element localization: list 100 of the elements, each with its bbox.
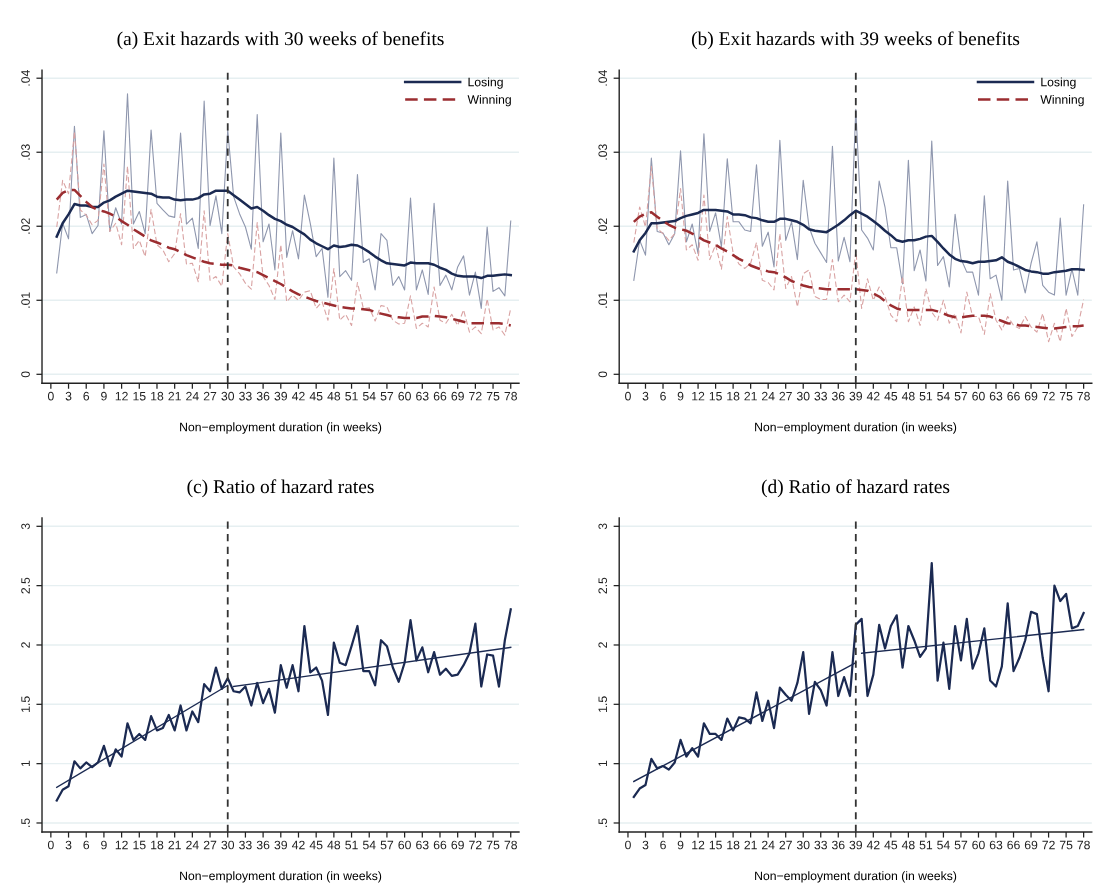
y-tick-label: 1 bbox=[598, 760, 607, 767]
x-tick-label: 27 bbox=[779, 840, 792, 850]
x-tick-label: 51 bbox=[919, 840, 933, 850]
x-tick-label: 6 bbox=[660, 391, 666, 401]
x-axis-title: Non−employment duration (in weeks) bbox=[180, 422, 382, 434]
x-tick-label: 0 bbox=[625, 391, 631, 401]
legend-label: Losing bbox=[468, 77, 503, 89]
x-tick-label: 63 bbox=[989, 391, 1003, 401]
x-tick-label: 54 bbox=[937, 840, 950, 850]
y-tick-label: .04 bbox=[21, 70, 30, 86]
x-tick-label: 75 bbox=[1059, 840, 1073, 850]
y-tick-label: 1.5 bbox=[598, 696, 608, 712]
x-tick-label: 15 bbox=[709, 391, 722, 401]
x-tick-label: 57 bbox=[380, 391, 394, 401]
y-tick-label: .5 bbox=[21, 818, 30, 827]
x-tick-label: 6 bbox=[83, 391, 90, 401]
x-tick-label: 18 bbox=[727, 391, 740, 401]
x-tick-label: 3 bbox=[642, 840, 649, 850]
x-tick-label: 15 bbox=[133, 391, 146, 401]
x-tick-label: 15 bbox=[709, 840, 722, 850]
x-tick-label: 60 bbox=[972, 840, 985, 850]
x-tick-label: 21 bbox=[168, 840, 181, 850]
x-tick-label: 78 bbox=[1077, 840, 1090, 850]
x-tick-label: 18 bbox=[727, 840, 740, 850]
x-tick-label: 9 bbox=[677, 391, 684, 401]
x-tick-label: 36 bbox=[256, 391, 270, 401]
x-tick-label: 27 bbox=[203, 840, 217, 850]
x-tick-label: 3 bbox=[642, 391, 649, 401]
x-tick-label: 9 bbox=[101, 391, 107, 401]
x-tick-label: 66 bbox=[1007, 840, 1020, 850]
x-tick-label: 57 bbox=[380, 840, 394, 850]
x-tick-label: 60 bbox=[398, 840, 411, 850]
x-tick-label: 75 bbox=[1059, 391, 1073, 401]
x-tick-label: 69 bbox=[451, 391, 464, 401]
x-tick-label: 51 bbox=[345, 840, 358, 850]
x-tick-label: 54 bbox=[937, 391, 950, 401]
x-tick-label: 63 bbox=[989, 840, 1003, 850]
x-axis-title: Non−employment duration (in weeks) bbox=[180, 871, 382, 883]
x-tick-label: 42 bbox=[866, 391, 880, 401]
x-tick-label: 12 bbox=[692, 391, 705, 401]
x-tick-label: 0 bbox=[625, 840, 631, 850]
x-tick-label: 75 bbox=[486, 840, 500, 850]
chart-title: (c) Ratio of hazard rates bbox=[187, 479, 374, 498]
x-tick-label: 66 bbox=[433, 840, 447, 850]
x-tick-label: 30 bbox=[796, 840, 810, 850]
x-tick-label: 72 bbox=[1042, 391, 1055, 401]
x-tick-label: 42 bbox=[291, 840, 305, 850]
x-tick-label: 36 bbox=[831, 391, 845, 401]
chart-title: (b) Exit hazards with 39 weeks of benefits bbox=[691, 31, 1020, 50]
x-tick-label: 24 bbox=[761, 840, 775, 850]
x-tick-label: 24 bbox=[186, 840, 199, 850]
x-tick-label: 48 bbox=[327, 391, 341, 401]
x-tick-label: 30 bbox=[221, 840, 235, 850]
x-tick-label: 21 bbox=[744, 840, 757, 850]
x-tick-label: 21 bbox=[744, 391, 757, 401]
y-tick-label: 2.5 bbox=[598, 577, 608, 594]
x-tick-label: 39 bbox=[849, 391, 863, 401]
x-tick-label: 24 bbox=[186, 391, 199, 401]
x-tick-label: 72 bbox=[469, 840, 482, 850]
x-axis-title: Non−employment duration (in weeks) bbox=[755, 871, 957, 883]
x-tick-label: 51 bbox=[345, 391, 358, 401]
y-tick-label: 2 bbox=[21, 642, 30, 648]
x-tick-label: 12 bbox=[692, 840, 705, 850]
x-tick-label: 15 bbox=[133, 840, 146, 850]
x-tick-label: 66 bbox=[1007, 391, 1020, 401]
x-tick-label: 27 bbox=[779, 391, 792, 401]
y-tick-label: 2.5 bbox=[21, 577, 30, 594]
x-tick-label: 18 bbox=[151, 391, 164, 401]
y-tick-label: 3 bbox=[21, 523, 30, 530]
x-tick-label: 63 bbox=[416, 391, 429, 401]
x-tick-label: 0 bbox=[47, 391, 54, 401]
x-tick-label: 48 bbox=[901, 840, 915, 850]
x-tick-label: 78 bbox=[1077, 391, 1090, 401]
x-tick-label: 33 bbox=[239, 840, 252, 850]
y-tick-label: .01 bbox=[21, 292, 30, 308]
x-tick-label: 6 bbox=[83, 840, 90, 850]
x-tick-label: 12 bbox=[115, 840, 128, 850]
x-tick-label: 51 bbox=[919, 391, 933, 401]
x-tick-label: 48 bbox=[901, 391, 915, 401]
legend-label: Losing bbox=[1041, 77, 1076, 89]
y-tick-label: 3 bbox=[598, 523, 608, 530]
x-tick-label: 0 bbox=[47, 840, 54, 850]
x-tick-label: 69 bbox=[451, 840, 464, 850]
y-tick-label: .5 bbox=[598, 818, 608, 827]
x-tick-label: 27 bbox=[203, 391, 217, 401]
y-tick-label: .03 bbox=[21, 144, 30, 160]
x-tick-label: 39 bbox=[274, 391, 288, 401]
x-tick-label: 75 bbox=[486, 391, 500, 401]
y-tick-label: 0 bbox=[21, 371, 30, 378]
y-tick-label: 1.5 bbox=[21, 696, 30, 712]
x-tick-label: 45 bbox=[884, 840, 898, 850]
y-tick-label: .03 bbox=[598, 144, 608, 160]
x-tick-label: 3 bbox=[65, 391, 72, 401]
x-tick-label: 9 bbox=[101, 840, 107, 850]
x-tick-label: 78 bbox=[504, 391, 518, 401]
x-axis-title: Non−employment duration (in weeks) bbox=[755, 422, 957, 434]
x-tick-label: 63 bbox=[416, 840, 429, 850]
chart-title: (a) Exit hazards with 30 weeks of benefits bbox=[117, 31, 444, 50]
x-tick-label: 45 bbox=[309, 840, 323, 850]
x-tick-label: 42 bbox=[291, 391, 305, 401]
